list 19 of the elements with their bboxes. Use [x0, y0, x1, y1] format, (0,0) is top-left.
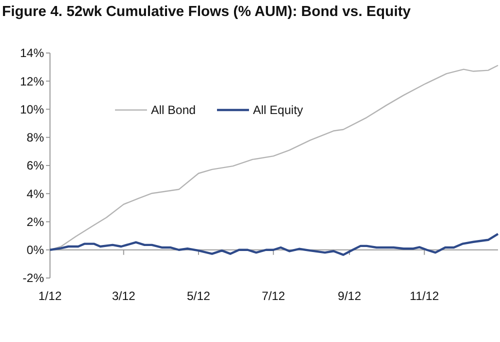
y-tick-label: 2%: [26, 214, 44, 229]
y-tick-label: 10%: [20, 102, 44, 116]
y-tick-label: -2%: [22, 271, 44, 286]
x-tick-label: 9/12: [338, 289, 362, 303]
x-tick-label: 1/12: [38, 289, 62, 303]
y-tick-label: 12%: [20, 74, 44, 88]
y-tick-label: 8%: [26, 130, 44, 145]
x-tick-label: 3/12: [112, 289, 136, 303]
y-tick-label: 14%: [20, 46, 44, 60]
legend-label: All Bond: [151, 103, 196, 118]
legend-label: All Equity: [253, 103, 304, 118]
chart-title: Figure 4. 52wk Cumulative Flows (% AUM): Bond vs. Equity: [2, 4, 411, 20]
line-series: [48, 232, 500, 256]
x-tick-label: 11/12: [410, 289, 440, 303]
y-tick-label: 6%: [26, 158, 44, 173]
y-tick-label: 4%: [26, 186, 44, 201]
x-tick-label: 5/12: [186, 289, 211, 303]
y-tick-label: 0%: [26, 243, 44, 258]
x-tick-label: 7/12: [262, 289, 286, 303]
